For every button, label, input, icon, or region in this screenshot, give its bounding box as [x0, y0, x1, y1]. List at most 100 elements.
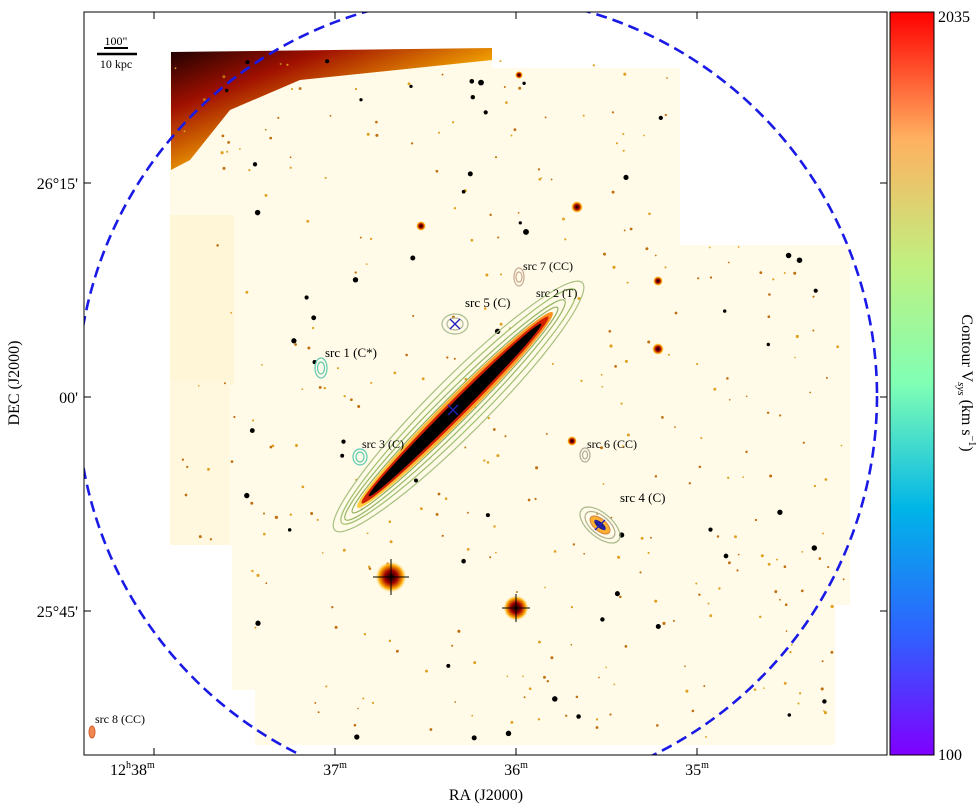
- star: [359, 236, 362, 239]
- star: [183, 130, 186, 133]
- star: [499, 322, 503, 326]
- star: [359, 98, 363, 102]
- star: [375, 133, 379, 137]
- star: [496, 454, 500, 458]
- star: [366, 132, 370, 136]
- star: [489, 556, 492, 559]
- star: [794, 356, 796, 359]
- star: [570, 643, 573, 646]
- star: [454, 701, 457, 703]
- star: [774, 590, 778, 594]
- star: [602, 483, 605, 485]
- star: [600, 446, 604, 450]
- star: [537, 168, 541, 171]
- star: [298, 87, 302, 90]
- star: [666, 77, 668, 79]
- star: [248, 168, 251, 172]
- bright-star: [502, 594, 530, 622]
- star: [254, 209, 261, 216]
- star: [723, 309, 727, 313]
- star: [289, 513, 292, 516]
- star: [249, 428, 255, 434]
- star: [759, 271, 763, 275]
- star: [499, 60, 502, 63]
- y-axis-title: DEC (J2000): [6, 341, 23, 426]
- x-tick-label: 36m: [504, 760, 528, 779]
- star: [809, 391, 812, 394]
- star: [226, 150, 229, 153]
- star: [567, 436, 577, 446]
- star: [623, 229, 626, 232]
- star: [789, 650, 792, 654]
- star: [544, 116, 547, 119]
- star: [329, 114, 332, 117]
- star: [209, 538, 213, 541]
- star: [728, 398, 731, 401]
- star: [698, 593, 701, 596]
- star: [737, 246, 740, 248]
- star: [623, 174, 629, 180]
- star: [354, 271, 357, 274]
- star: [540, 177, 543, 179]
- star: [505, 730, 512, 737]
- star: [612, 265, 616, 269]
- src5-marker: [449, 318, 461, 330]
- star: [485, 273, 489, 277]
- star: [254, 626, 257, 629]
- star: [307, 346, 311, 350]
- star: [624, 359, 628, 363]
- star: [469, 78, 475, 84]
- star: [354, 87, 358, 91]
- star: [467, 171, 473, 177]
- star: [245, 290, 249, 294]
- star: [576, 714, 581, 719]
- star: [601, 385, 604, 388]
- star: [664, 113, 667, 117]
- star: [622, 445, 625, 448]
- star: [550, 656, 554, 660]
- src1-label: src 1 (C*): [325, 345, 377, 360]
- star: [611, 190, 615, 194]
- star: [822, 699, 827, 704]
- star: [619, 595, 622, 599]
- star: [577, 296, 581, 301]
- star: [342, 548, 346, 552]
- star: [198, 535, 202, 539]
- star: [650, 536, 652, 539]
- star: [691, 709, 695, 713]
- star: [230, 460, 234, 463]
- star: [421, 377, 425, 381]
- star: [263, 532, 266, 536]
- colorbar: [889, 11, 935, 756]
- star: [697, 277, 700, 280]
- star: [534, 497, 537, 501]
- star: [742, 476, 745, 478]
- star: [600, 373, 603, 376]
- star: [492, 428, 496, 431]
- star: [653, 276, 663, 286]
- star: [289, 166, 292, 169]
- star: [797, 702, 800, 705]
- star: [654, 475, 658, 478]
- star: [416, 221, 426, 231]
- colorbar-title: Contour Vsys (km s−1): [955, 314, 977, 451]
- star: [279, 62, 282, 66]
- src5-contours: [441, 313, 469, 335]
- star: [800, 589, 804, 593]
- star: [842, 578, 845, 581]
- star: [609, 344, 613, 348]
- star: [700, 436, 703, 440]
- scale-bar-bottom-label: 10 kpc: [100, 57, 132, 71]
- star: [357, 405, 361, 408]
- star: [598, 676, 600, 679]
- star: [461, 189, 466, 194]
- src7-label: src 7 (CC): [523, 259, 573, 273]
- star: [723, 553, 729, 559]
- star: [830, 650, 834, 654]
- star: [622, 132, 625, 136]
- src8-contours: [88, 725, 96, 739]
- star: [505, 101, 508, 104]
- star: [407, 82, 411, 86]
- star: [497, 236, 500, 239]
- star: [420, 507, 423, 511]
